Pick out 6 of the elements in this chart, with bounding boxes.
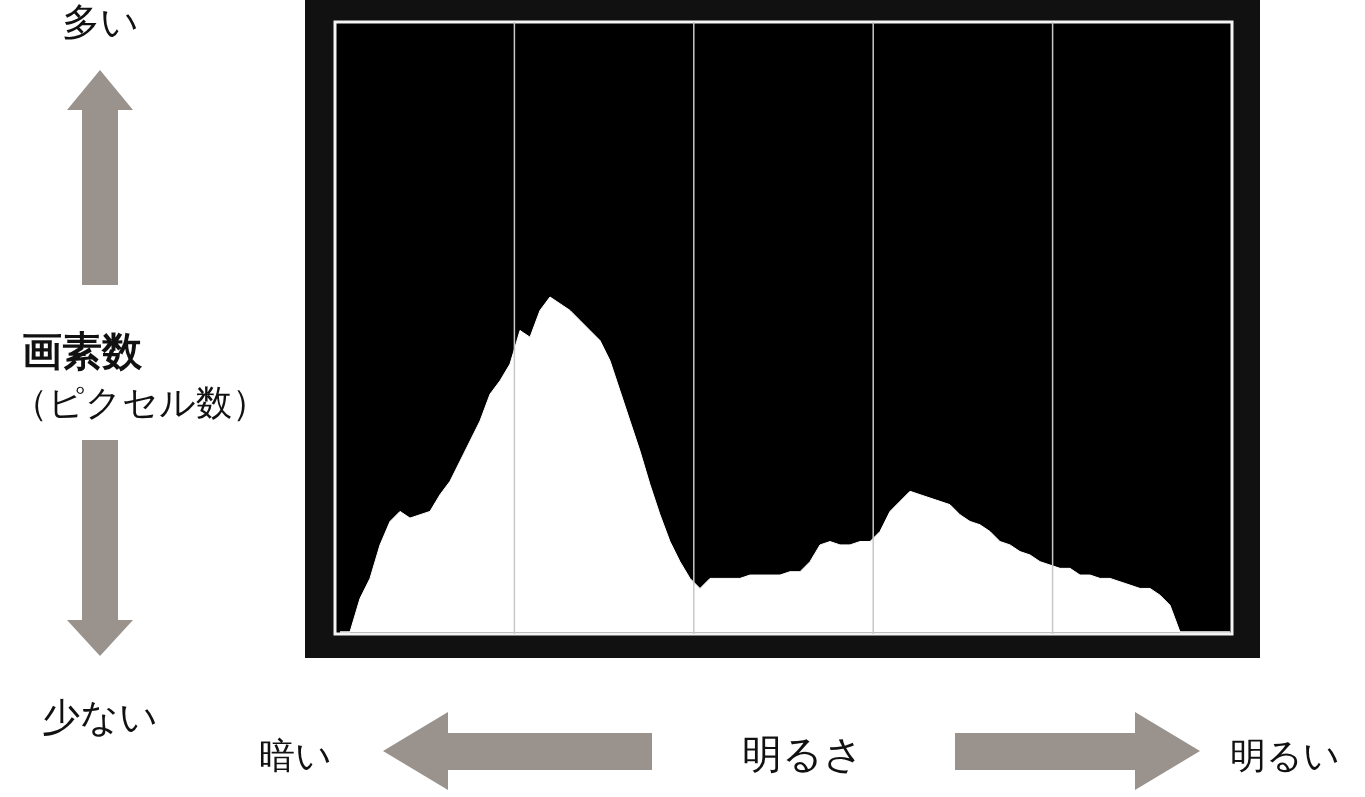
text: 暗い [258, 735, 332, 776]
y-axis-title: 画素数（ピクセル数） [12, 327, 268, 423]
text: 多い [61, 0, 139, 44]
text: 少ない [42, 695, 158, 739]
text: 明るい [1230, 735, 1340, 776]
x-axis-title: 明るさ [742, 731, 864, 777]
